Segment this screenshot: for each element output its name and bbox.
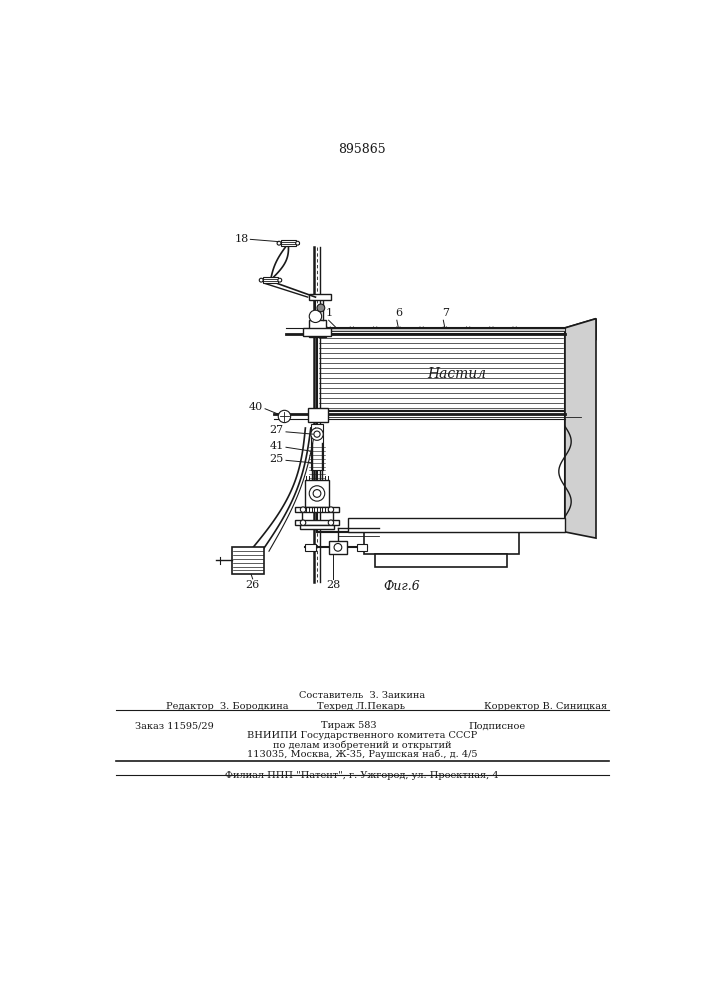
Text: Техред Л.Пекарь: Техред Л.Пекарь bbox=[317, 702, 405, 711]
Text: 1: 1 bbox=[325, 308, 333, 318]
Text: Заказ 11595/29: Заказ 11595/29 bbox=[135, 721, 214, 730]
Circle shape bbox=[317, 304, 325, 312]
Bar bbox=[309, 294, 331, 300]
Circle shape bbox=[279, 410, 291, 423]
Bar bbox=[305, 480, 329, 507]
Bar bbox=[317, 328, 565, 334]
Text: 40: 40 bbox=[248, 402, 263, 412]
Text: Корректор В. Синицкая: Корректор В. Синицкая bbox=[484, 702, 607, 711]
Bar bbox=[329, 541, 347, 554]
Bar bbox=[313, 328, 565, 331]
Circle shape bbox=[296, 241, 300, 245]
Text: 41: 41 bbox=[269, 441, 284, 451]
Bar bbox=[300, 525, 334, 529]
Circle shape bbox=[311, 428, 323, 440]
Circle shape bbox=[334, 544, 341, 551]
Bar bbox=[263, 277, 279, 283]
Bar bbox=[303, 328, 331, 336]
Text: Настил: Настил bbox=[427, 367, 486, 381]
Text: 28: 28 bbox=[326, 580, 340, 590]
Text: 27: 27 bbox=[269, 425, 284, 435]
Circle shape bbox=[278, 278, 281, 282]
Bar bbox=[296, 507, 339, 512]
Text: Составитель  З. Заикина: Составитель З. Заикина bbox=[299, 691, 425, 700]
Text: 26: 26 bbox=[245, 580, 259, 590]
Circle shape bbox=[277, 241, 281, 245]
Circle shape bbox=[328, 507, 334, 512]
Circle shape bbox=[259, 278, 263, 282]
Bar bbox=[356, 544, 368, 551]
Bar bbox=[311, 424, 323, 470]
Polygon shape bbox=[565, 319, 596, 339]
Circle shape bbox=[328, 520, 334, 525]
Text: ВНИИПИ Государственного комитета СССР: ВНИИПИ Государственного комитета СССР bbox=[247, 731, 477, 740]
Bar bbox=[348, 518, 565, 532]
Text: Подписное: Подписное bbox=[468, 721, 525, 730]
Bar bbox=[363, 532, 518, 554]
Polygon shape bbox=[565, 319, 596, 538]
Bar bbox=[317, 334, 565, 411]
Circle shape bbox=[314, 431, 320, 437]
Text: 7: 7 bbox=[442, 308, 449, 318]
Text: Фиг.6: Фиг.6 bbox=[383, 580, 420, 593]
Text: 895865: 895865 bbox=[338, 143, 386, 156]
Text: 25: 25 bbox=[269, 454, 284, 464]
Text: Тираж 583: Тираж 583 bbox=[321, 721, 377, 730]
Bar bbox=[309, 320, 327, 337]
Bar bbox=[296, 520, 339, 525]
Text: Редактор  З. Бородкина: Редактор З. Бородкина bbox=[166, 702, 288, 711]
Circle shape bbox=[309, 486, 325, 501]
Bar bbox=[305, 544, 316, 551]
Circle shape bbox=[300, 507, 305, 512]
Circle shape bbox=[309, 310, 322, 323]
Text: Филиал ППП "Патент", г. Ужгород, ул. Проектная, 4: Филиал ППП "Патент", г. Ужгород, ул. Про… bbox=[225, 771, 498, 780]
Bar bbox=[232, 547, 264, 574]
Bar bbox=[308, 408, 328, 422]
Text: по делам изобретений и открытий: по делам изобретений и открытий bbox=[273, 741, 451, 750]
Bar bbox=[317, 411, 565, 532]
Text: 18: 18 bbox=[235, 234, 249, 244]
Circle shape bbox=[313, 490, 321, 497]
Circle shape bbox=[300, 520, 305, 525]
Text: 6: 6 bbox=[395, 308, 402, 318]
Bar bbox=[281, 240, 296, 246]
Text: 113035, Москва, Ж-35, Раушская наб., д. 4/5: 113035, Москва, Ж-35, Раушская наб., д. … bbox=[247, 750, 477, 759]
Bar bbox=[375, 554, 507, 567]
